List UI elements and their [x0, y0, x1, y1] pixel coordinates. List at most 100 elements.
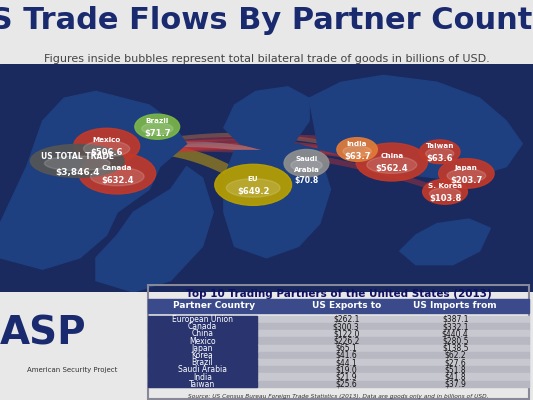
Ellipse shape	[419, 140, 460, 164]
Text: $632.4: $632.4	[101, 176, 133, 185]
Text: $440.4: $440.4	[442, 329, 469, 338]
Text: Taiwan: Taiwan	[425, 143, 454, 149]
Bar	[148, 345, 257, 351]
Text: US TOTAL TRADE: US TOTAL TRADE	[41, 152, 114, 161]
Ellipse shape	[337, 138, 377, 161]
Text: $332.1: $332.1	[442, 322, 469, 331]
Text: ASP: ASP	[0, 314, 86, 352]
Bar	[148, 352, 257, 358]
Polygon shape	[0, 91, 187, 269]
Text: EU: EU	[248, 176, 259, 182]
Bar	[148, 338, 257, 344]
Bar	[148, 359, 257, 366]
Ellipse shape	[447, 169, 486, 182]
Text: $387.1: $387.1	[442, 315, 469, 324]
Ellipse shape	[227, 179, 280, 197]
Text: $226.2: $226.2	[333, 336, 359, 346]
Text: $41.6: $41.6	[335, 351, 357, 360]
Text: $65.1: $65.1	[335, 344, 357, 353]
Ellipse shape	[367, 156, 417, 173]
Bar	[148, 330, 529, 337]
Ellipse shape	[79, 153, 156, 194]
Bar	[148, 352, 529, 358]
Ellipse shape	[135, 114, 180, 139]
Bar	[148, 381, 257, 387]
Bar	[148, 323, 529, 330]
Text: Canada: Canada	[188, 322, 217, 331]
Text: Canada: Canada	[102, 165, 133, 171]
Ellipse shape	[142, 123, 173, 134]
Ellipse shape	[74, 128, 140, 164]
Text: $63.7: $63.7	[344, 152, 370, 161]
Bar	[148, 366, 257, 373]
Text: Arabia: Arabia	[294, 167, 319, 173]
Text: $300.3: $300.3	[333, 322, 360, 331]
Text: Japan: Japan	[455, 165, 478, 171]
Ellipse shape	[430, 188, 461, 199]
Text: $63.6: $63.6	[426, 154, 453, 163]
Text: US Exports to: US Exports to	[312, 301, 381, 310]
Text: $122.0: $122.0	[333, 329, 359, 338]
Text: $51.8: $51.8	[445, 365, 466, 374]
Text: $3,846.4: $3,846.4	[55, 168, 100, 177]
Text: Partner Country: Partner Country	[173, 301, 255, 310]
Text: $37.9: $37.9	[444, 380, 466, 389]
Text: $649.2: $649.2	[237, 187, 269, 196]
Text: European Union: European Union	[172, 315, 233, 324]
Ellipse shape	[44, 156, 110, 171]
Ellipse shape	[284, 150, 329, 177]
Text: $21.9: $21.9	[335, 372, 357, 382]
Text: American Security Project: American Security Project	[27, 367, 117, 373]
Polygon shape	[293, 75, 522, 178]
Text: Saudi: Saudi	[295, 156, 318, 162]
Text: $262.1: $262.1	[333, 315, 359, 324]
Bar	[148, 316, 257, 322]
Text: $70.8: $70.8	[294, 176, 319, 185]
Bar	[148, 366, 529, 373]
Bar	[148, 359, 529, 366]
Text: $280.5: $280.5	[442, 336, 469, 346]
Text: US Trade Flows By Partner Country: US Trade Flows By Partner Country	[0, 6, 533, 35]
Text: Japan: Japan	[191, 344, 213, 353]
Text: India: India	[347, 141, 367, 147]
Text: Mexico: Mexico	[189, 336, 215, 346]
Bar	[148, 374, 529, 380]
Bar	[148, 338, 529, 344]
Text: Source: US Census Bureau Foreign Trade Statistics (2013). Data are goods only an: Source: US Census Bureau Foreign Trade S…	[188, 394, 489, 399]
Text: China: China	[380, 153, 403, 159]
Text: Korea: Korea	[191, 351, 213, 360]
Text: $103.8: $103.8	[429, 194, 461, 203]
Ellipse shape	[356, 143, 427, 181]
Text: Taiwan: Taiwan	[189, 380, 215, 389]
Ellipse shape	[439, 159, 494, 188]
Bar	[148, 374, 257, 380]
Text: $138.5: $138.5	[442, 344, 469, 353]
Bar	[148, 345, 529, 351]
Text: $27.6: $27.6	[445, 358, 466, 367]
Text: $19.0: $19.0	[335, 365, 357, 374]
Ellipse shape	[215, 164, 292, 205]
Ellipse shape	[343, 146, 372, 157]
Text: $71.7: $71.7	[144, 129, 171, 138]
Bar	[148, 330, 257, 337]
Polygon shape	[224, 144, 330, 258]
Text: Brazil: Brazil	[146, 118, 169, 124]
Text: Top 10 Trading Partners of the United States (2013): Top 10 Trading Partners of the United St…	[185, 290, 491, 300]
Text: $203.7: $203.7	[450, 176, 482, 185]
Bar	[148, 299, 529, 313]
Text: $62.2: $62.2	[445, 351, 466, 360]
Text: S. Korea: S. Korea	[428, 183, 462, 189]
Bar	[148, 381, 529, 387]
Text: China: China	[191, 329, 213, 338]
Text: Brazil: Brazil	[191, 358, 213, 367]
Polygon shape	[224, 87, 309, 151]
Text: Mexico: Mexico	[92, 137, 121, 143]
Text: $506.6: $506.6	[91, 148, 123, 158]
Bar	[148, 323, 257, 330]
Text: $25.6: $25.6	[335, 380, 357, 389]
Text: $562.4: $562.4	[375, 164, 408, 173]
Text: India: India	[193, 372, 212, 382]
Ellipse shape	[423, 179, 467, 204]
Text: $41.8: $41.8	[445, 372, 466, 382]
Ellipse shape	[291, 159, 322, 171]
